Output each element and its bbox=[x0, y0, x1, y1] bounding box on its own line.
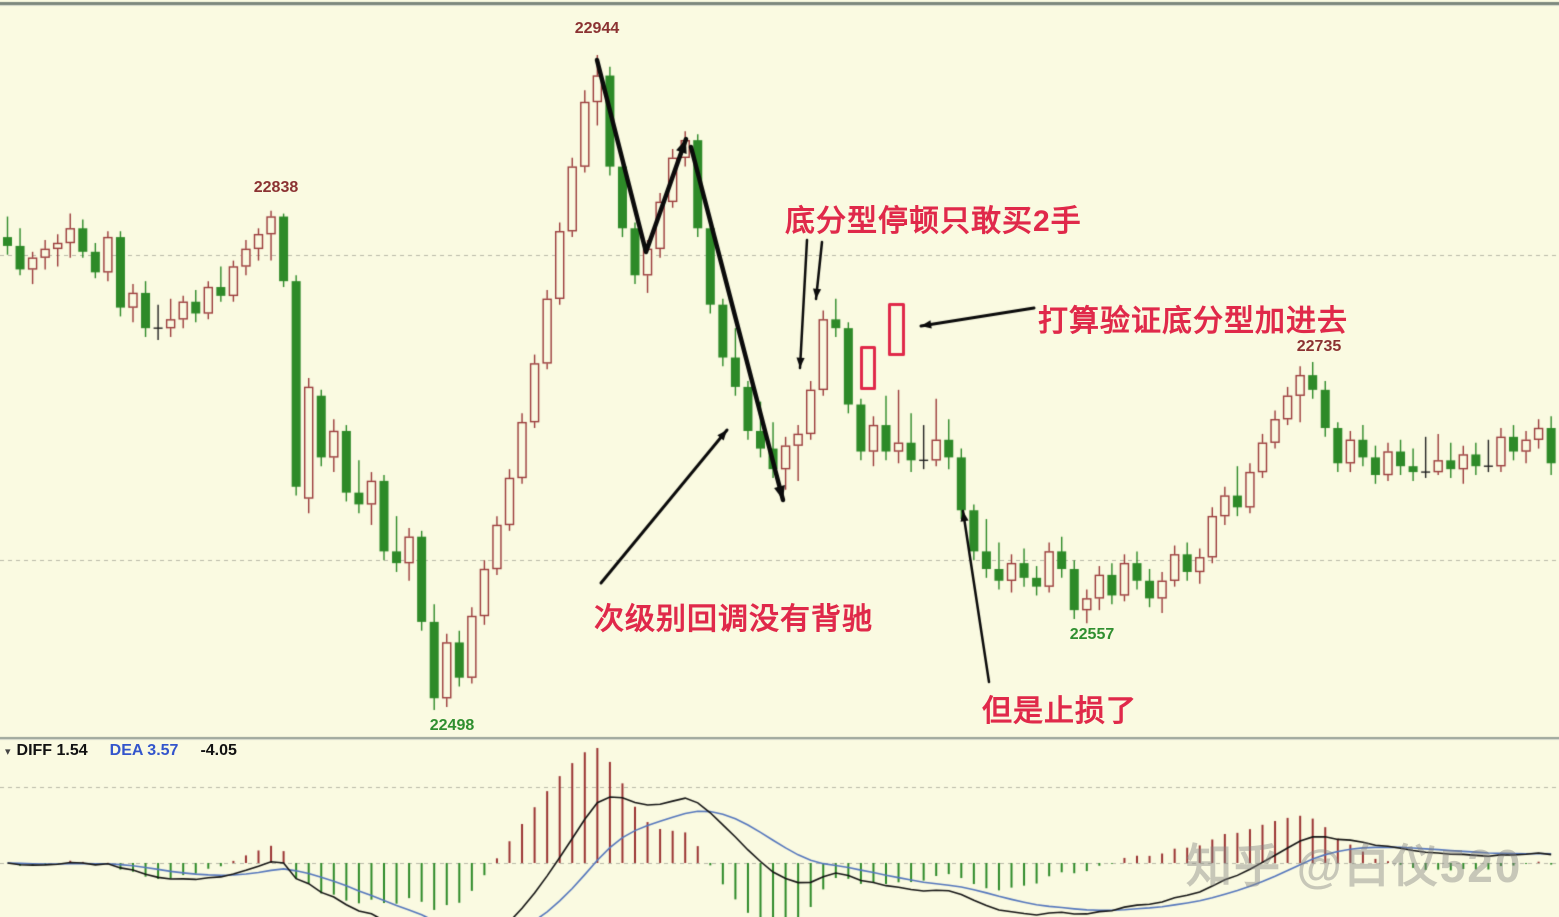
macd-indicator-header: ▾ DIFF 1.54 DEA 3.57 -4.05 bbox=[5, 740, 259, 762]
price-label-high-22944: 22944 bbox=[574, 20, 620, 37]
macd-bar-value: -4.05 bbox=[200, 742, 237, 759]
macd-dea-value: DEA 3.57 bbox=[109, 742, 179, 759]
price-label-high-22838: 22838 bbox=[253, 179, 299, 196]
price-label-low-22557: 22557 bbox=[1069, 626, 1115, 643]
price-label-high-22735: 22735 bbox=[1296, 338, 1342, 355]
annotation-note-bottom-fractal-buy: 底分型停顿只敢买2手 bbox=[785, 205, 1082, 238]
annotation-note-stopped-out: 但是止损了 bbox=[982, 695, 1137, 728]
annotation-note-verify-add: 打算验证底分型加进去 bbox=[1038, 305, 1348, 338]
annotation-note-pullback-no-divergence: 次级别回调没有背驰 bbox=[594, 603, 873, 636]
macd-diff-value: DIFF 1.54 bbox=[16, 742, 88, 759]
indicator-collapse-icon[interactable]: ▾ bbox=[5, 745, 11, 758]
price-label-low-22498: 22498 bbox=[429, 717, 475, 734]
